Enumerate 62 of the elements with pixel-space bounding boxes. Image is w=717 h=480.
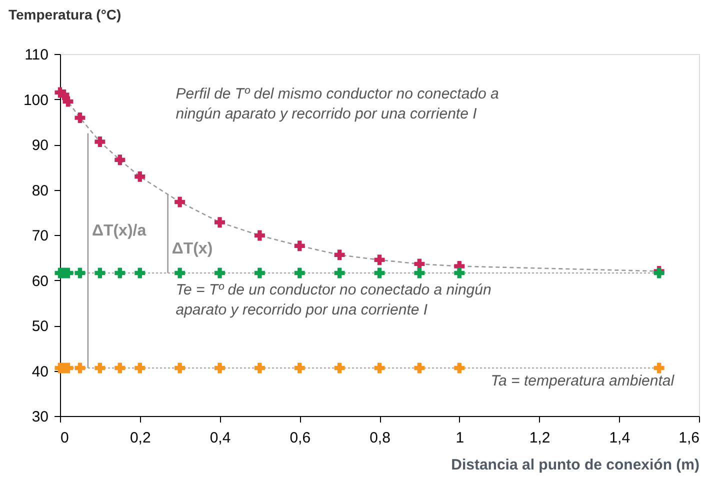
point — [254, 230, 265, 241]
point — [114, 154, 126, 166]
y-tick-label: 30 — [32, 408, 48, 426]
y-tick-label: 60 — [32, 272, 48, 290]
point — [654, 362, 664, 374]
y-axis-title: Temperatura (°C) — [8, 6, 122, 22]
x-tick-label: 1,2 — [529, 430, 550, 446]
point — [114, 362, 126, 374]
point — [174, 362, 186, 374]
point — [214, 268, 225, 278]
y-tick-label: 110 — [24, 46, 48, 64]
point — [62, 96, 74, 107]
point — [214, 217, 225, 228]
point — [174, 268, 186, 278]
point — [74, 112, 86, 124]
x-tick-label: 0,4 — [210, 430, 231, 446]
annotation: ΔT(x) — [172, 240, 213, 258]
x-tick-label: 0,6 — [290, 430, 311, 446]
point — [94, 362, 106, 374]
y-tick-label: 80 — [32, 182, 48, 200]
point — [74, 362, 86, 374]
x-axis-title: Distancia al punto de conexión (m) — [451, 456, 700, 474]
point — [294, 268, 305, 278]
annotation: Ta = temperatura ambiental — [490, 372, 675, 390]
point — [414, 268, 425, 278]
annotation: Perfil de Tº del mismo conductor no conectado a ningún aparato y recorrido por una corriente I — [176, 85, 499, 122]
point — [454, 268, 465, 278]
annotation: Te = Tº de un conductor no conectado a ningún aparato y recorrido por una corriente I — [176, 282, 492, 319]
point — [374, 254, 385, 266]
x-tick-label: 0 — [60, 430, 69, 446]
x-tick-label: 0,8 — [370, 430, 390, 446]
point — [334, 250, 345, 260]
point — [334, 268, 345, 278]
point — [134, 362, 146, 374]
point — [94, 268, 106, 278]
y-tick-label: 90 — [32, 137, 48, 154]
point — [254, 268, 265, 278]
x-tick-label: 1,4 — [609, 430, 630, 446]
y-tick-label: 100 — [23, 92, 48, 109]
point — [174, 196, 186, 208]
point — [414, 258, 425, 270]
annotation: ΔT(x)/a — [92, 222, 146, 240]
point — [294, 240, 305, 252]
point — [414, 362, 425, 374]
y-tick-label: 50 — [32, 318, 48, 335]
y-tick-label: 40 — [32, 363, 48, 380]
point — [374, 268, 385, 278]
x-tick-label: 1,6 — [678, 430, 700, 446]
point — [294, 362, 305, 374]
point — [114, 268, 126, 278]
point — [94, 136, 106, 148]
x-tick-label: 1 — [456, 430, 464, 446]
y-tick-label: 70 — [32, 228, 48, 244]
point — [374, 362, 385, 374]
point — [134, 268, 146, 278]
point — [334, 362, 345, 374]
x-tick-label: 0,2 — [130, 430, 151, 446]
point — [214, 362, 225, 374]
point — [74, 268, 86, 278]
point — [134, 171, 146, 182]
point — [454, 362, 465, 374]
point — [254, 362, 265, 374]
